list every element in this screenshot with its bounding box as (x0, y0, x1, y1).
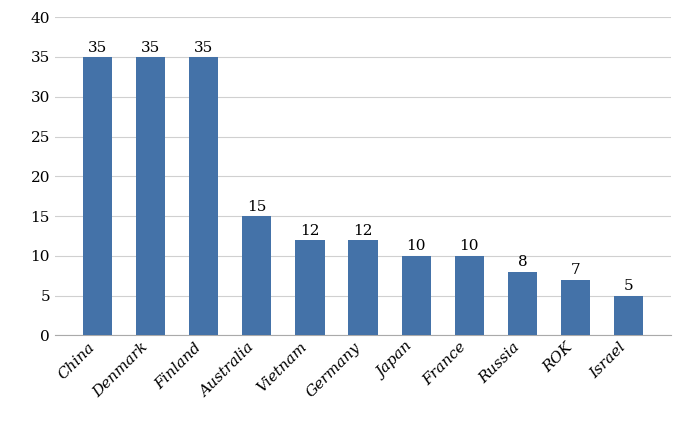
Bar (295, 240, 325, 335)
Bar (455, 256, 484, 335)
Bar (508, 272, 537, 335)
Text: 8: 8 (518, 255, 527, 269)
Text: 10: 10 (406, 240, 426, 253)
Text: 35: 35 (194, 40, 213, 55)
Text: 35: 35 (141, 40, 160, 55)
Text: 10: 10 (460, 240, 479, 253)
Bar (242, 216, 271, 335)
Bar (614, 296, 643, 335)
Text: 15: 15 (247, 200, 266, 214)
Bar (401, 256, 431, 335)
Text: 7: 7 (571, 263, 580, 277)
Text: 12: 12 (300, 224, 320, 237)
Bar (349, 240, 377, 335)
Text: 35: 35 (88, 40, 107, 55)
Text: 5: 5 (624, 279, 634, 293)
Bar (561, 280, 590, 335)
Bar (189, 57, 219, 335)
Bar (83, 57, 112, 335)
Bar (136, 57, 165, 335)
Text: 12: 12 (353, 224, 373, 237)
